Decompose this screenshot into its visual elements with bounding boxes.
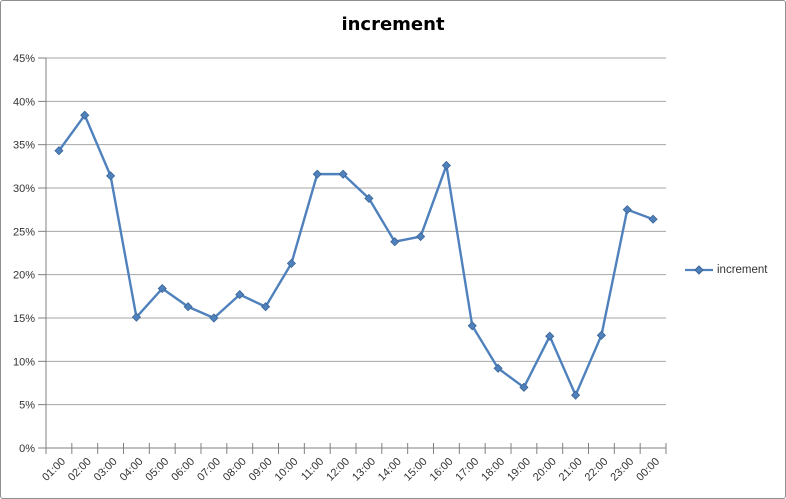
x-tick-label: 20:00 [531, 456, 559, 484]
data-point-marker [416, 231, 426, 242]
x-tick-label: 11:00 [299, 456, 326, 483]
x-tick-label: 19:00 [505, 456, 533, 484]
x-tick-label: 05:00 [143, 456, 171, 484]
x-tick-label: 03:00 [92, 456, 120, 484]
x-tick-label: 14:00 [376, 456, 404, 484]
x-tick-label: 23:00 [608, 456, 636, 484]
x-tick-label: 13:00 [350, 456, 378, 484]
x-tick-label: 07:00 [195, 456, 223, 484]
data-point-marker [312, 169, 322, 179]
x-tick-label: 21:00 [557, 456, 585, 484]
x-tick-label: 08:00 [221, 456, 249, 484]
x-tick-label: 18:00 [479, 456, 507, 484]
x-tick-label: 22:00 [583, 456, 611, 484]
y-tick-label: 40% [13, 96, 35, 108]
data-point-marker [545, 331, 555, 341]
data-point-marker [390, 237, 400, 247]
x-tick-label: 02:00 [66, 456, 94, 484]
y-tick-label: 0% [19, 443, 35, 455]
data-point-marker [519, 382, 529, 392]
y-tick-label: 5% [19, 400, 35, 412]
data-point-marker [338, 169, 348, 179]
data-point-marker [209, 313, 219, 323]
data-point-marker [157, 283, 167, 294]
x-tick-label: 10:00 [273, 456, 301, 484]
data-point-marker [54, 146, 64, 156]
data-point-marker [467, 321, 477, 331]
y-tick-label: 15% [13, 313, 35, 325]
legend: increment [684, 264, 768, 276]
data-point-marker [493, 363, 503, 373]
data-point-marker [80, 110, 90, 120]
y-tick-label: 30% [13, 183, 35, 195]
y-tick-label: 20% [13, 270, 35, 282]
chart-title: increment [341, 14, 445, 35]
x-tick-label: 16:00 [428, 456, 456, 484]
y-tick-label: 10% [13, 356, 35, 368]
x-tick-label: 00:00 [634, 456, 662, 484]
x-tick-label: 06:00 [169, 456, 197, 484]
data-point-marker [571, 390, 581, 400]
series-line [57, 113, 655, 397]
data-point-marker [183, 302, 193, 312]
legend-line-marker-icon [685, 265, 713, 275]
data-point-marker [648, 214, 658, 224]
y-tick-label: 35% [13, 140, 35, 152]
x-tick-label: 12:00 [324, 456, 352, 484]
data-point-marker [622, 205, 632, 215]
data-point-marker [261, 302, 271, 312]
data-point-marker [131, 312, 141, 322]
x-tick-label: 15:00 [402, 456, 430, 484]
data-point-marker [441, 160, 451, 171]
x-tick-label: 04:00 [118, 456, 146, 484]
y-tick-label: 25% [13, 226, 35, 238]
y-tick-label: 45% [13, 53, 35, 65]
data-point-marker [235, 290, 245, 300]
x-tick-label: 09:00 [247, 456, 275, 484]
legend-label: increment [717, 264, 768, 276]
x-tick-label: 17:00 [453, 456, 481, 484]
data-point-marker [286, 258, 296, 268]
x-tick-label: 01:00 [40, 456, 68, 484]
data-point-marker [106, 171, 116, 181]
data-point-marker [364, 193, 374, 203]
data-point-marker [596, 330, 606, 340]
